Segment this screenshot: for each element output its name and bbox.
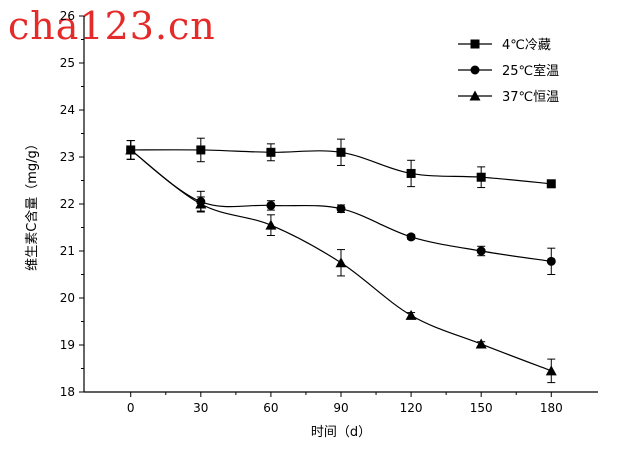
y-tick-label: 20 [60, 291, 75, 305]
data-point [475, 338, 487, 349]
x-tick-label: 150 [470, 401, 493, 415]
series-triangle [125, 140, 557, 384]
legend-marker [470, 39, 480, 49]
legend-marker [470, 65, 480, 75]
data-point [406, 168, 416, 178]
x-tick-label: 30 [193, 401, 208, 415]
data-point [546, 179, 556, 189]
data-point [336, 204, 346, 214]
y-tick-label: 18 [60, 385, 75, 399]
data-point [546, 256, 556, 266]
data-point [265, 219, 277, 230]
data-point [406, 232, 416, 242]
y-tick-label: 21 [60, 244, 75, 258]
x-tick-label: 90 [333, 401, 348, 415]
y-axis-title: 维生素C含量（mg/g） [24, 137, 40, 271]
y-tick-label: 26 [60, 9, 75, 23]
data-point [196, 145, 206, 155]
data-point [335, 257, 347, 268]
x-tick-label: 60 [263, 401, 278, 415]
series-square [126, 137, 556, 189]
series-group [125, 137, 557, 384]
data-point [195, 198, 207, 209]
legend-label: 4℃冷藏 [502, 38, 551, 53]
legend-item: 4℃冷藏 [458, 38, 551, 53]
y-tick-label: 23 [60, 150, 75, 164]
y-tick-label: 22 [60, 197, 75, 211]
data-point [266, 200, 276, 210]
data-point [266, 147, 276, 157]
x-tick-label: 120 [400, 401, 423, 415]
ticks-group: 0 30 60 90 120 150 180 18 19 20 21 22 23 24 25 26 [60, 9, 563, 415]
legend-item: 37℃恒温 [458, 90, 559, 105]
x-tick-label: 0 [127, 401, 135, 415]
y-tick-label: 25 [60, 56, 75, 70]
data-point [545, 365, 557, 376]
legend-marker [469, 90, 481, 101]
data-point [476, 246, 486, 256]
data-point [125, 144, 137, 155]
x-tick-label: 180 [540, 401, 563, 415]
data-point [476, 172, 486, 182]
legend: 4℃冷藏 25℃室温 37℃恒温 [458, 38, 559, 105]
legend-label: 25℃室温 [502, 63, 559, 79]
data-point [336, 147, 346, 157]
data-point [405, 309, 417, 320]
x-axis-title: 时间（d） [311, 425, 371, 440]
legend-label: 37℃恒温 [502, 90, 559, 105]
legend-item: 25℃室温 [458, 63, 559, 79]
y-tick-label: 24 [60, 103, 75, 117]
y-tick-label: 19 [60, 338, 75, 352]
